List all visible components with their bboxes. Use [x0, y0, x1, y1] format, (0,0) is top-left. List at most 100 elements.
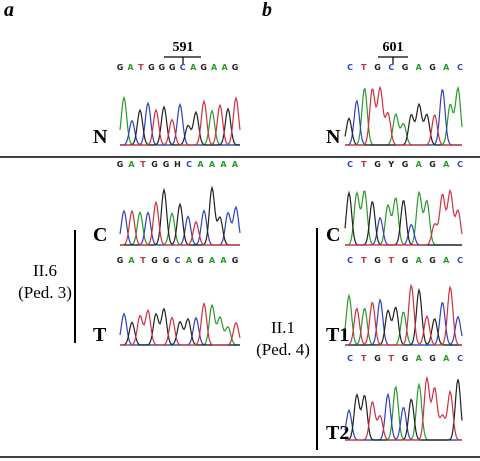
base: G — [117, 256, 124, 265]
base: G — [429, 256, 436, 265]
base: A — [443, 256, 450, 265]
group-label: (Ped. 3) — [18, 283, 72, 302]
group-label: II.1 — [271, 318, 295, 337]
base: T — [361, 354, 367, 363]
base: T — [138, 63, 144, 72]
base: A — [443, 354, 450, 363]
base: G — [159, 63, 166, 72]
trace — [120, 95, 241, 146]
base: A — [128, 256, 135, 265]
trace — [345, 216, 462, 246]
base: A — [220, 256, 227, 265]
trace — [345, 379, 463, 441]
base: C — [347, 256, 353, 265]
base: G — [197, 256, 204, 265]
panel-label: a — [4, 0, 14, 21]
base: C — [457, 63, 463, 72]
base: T — [361, 63, 367, 72]
base: G — [429, 160, 436, 169]
base: A — [220, 160, 227, 169]
trace — [345, 85, 463, 146]
base: T — [361, 256, 367, 265]
base: A — [197, 160, 204, 169]
base: A — [127, 63, 134, 72]
group-label: (Ped. 4) — [256, 340, 310, 359]
trace — [120, 185, 240, 246]
base: A — [443, 160, 450, 169]
base: A — [186, 256, 193, 265]
base: T — [140, 256, 146, 265]
base: G — [163, 160, 170, 169]
base: C — [457, 354, 463, 363]
base: G — [117, 160, 124, 169]
base: A — [221, 63, 228, 72]
base: G — [163, 256, 170, 265]
base: A — [128, 160, 135, 169]
base: T — [389, 354, 395, 363]
base: G — [151, 160, 158, 169]
base: C — [347, 354, 353, 363]
sample-label: N — [93, 126, 108, 148]
group-label: II.6 — [33, 261, 57, 280]
base: G — [402, 63, 409, 72]
base: G — [151, 256, 158, 265]
base: A — [416, 354, 423, 363]
sample-label: T — [93, 324, 107, 346]
trace — [345, 375, 462, 441]
base: A — [190, 63, 197, 72]
base: C — [388, 63, 394, 72]
trace — [120, 301, 241, 346]
base: C — [347, 63, 353, 72]
base: C — [347, 160, 353, 169]
panel-label: b — [262, 0, 272, 21]
bracket — [164, 56, 201, 64]
trace — [120, 101, 240, 146]
trace — [345, 188, 463, 246]
position: 591 — [173, 40, 194, 55]
bracket — [378, 56, 408, 64]
base: G — [374, 63, 381, 72]
sample-label: T2 — [326, 422, 349, 444]
base: A — [416, 256, 423, 265]
base: C — [175, 256, 181, 265]
trace — [119, 312, 240, 346]
base: H — [174, 160, 181, 169]
base: G — [429, 354, 436, 363]
base: G — [402, 354, 409, 363]
base: G — [148, 63, 155, 72]
base: G — [402, 256, 409, 265]
base: A — [211, 63, 218, 72]
base: G — [232, 63, 239, 72]
base: G — [374, 354, 381, 363]
base: G — [402, 160, 409, 169]
sample-label: N — [326, 126, 341, 148]
position: 601 — [383, 40, 404, 55]
base: G — [117, 63, 124, 72]
sample-label: C — [326, 224, 340, 246]
base: A — [209, 256, 216, 265]
base: A — [209, 160, 216, 169]
base: C — [180, 63, 186, 72]
base: G — [374, 160, 381, 169]
trace — [120, 200, 240, 246]
base: G — [200, 63, 207, 72]
trace — [120, 210, 240, 246]
sample-label: T1 — [326, 324, 349, 346]
trace — [345, 283, 462, 346]
base: T — [140, 160, 146, 169]
base: A — [443, 63, 450, 72]
base: T — [361, 160, 367, 169]
base: A — [416, 160, 423, 169]
base: G — [169, 63, 176, 72]
base: G — [232, 256, 239, 265]
base: C — [186, 160, 192, 169]
